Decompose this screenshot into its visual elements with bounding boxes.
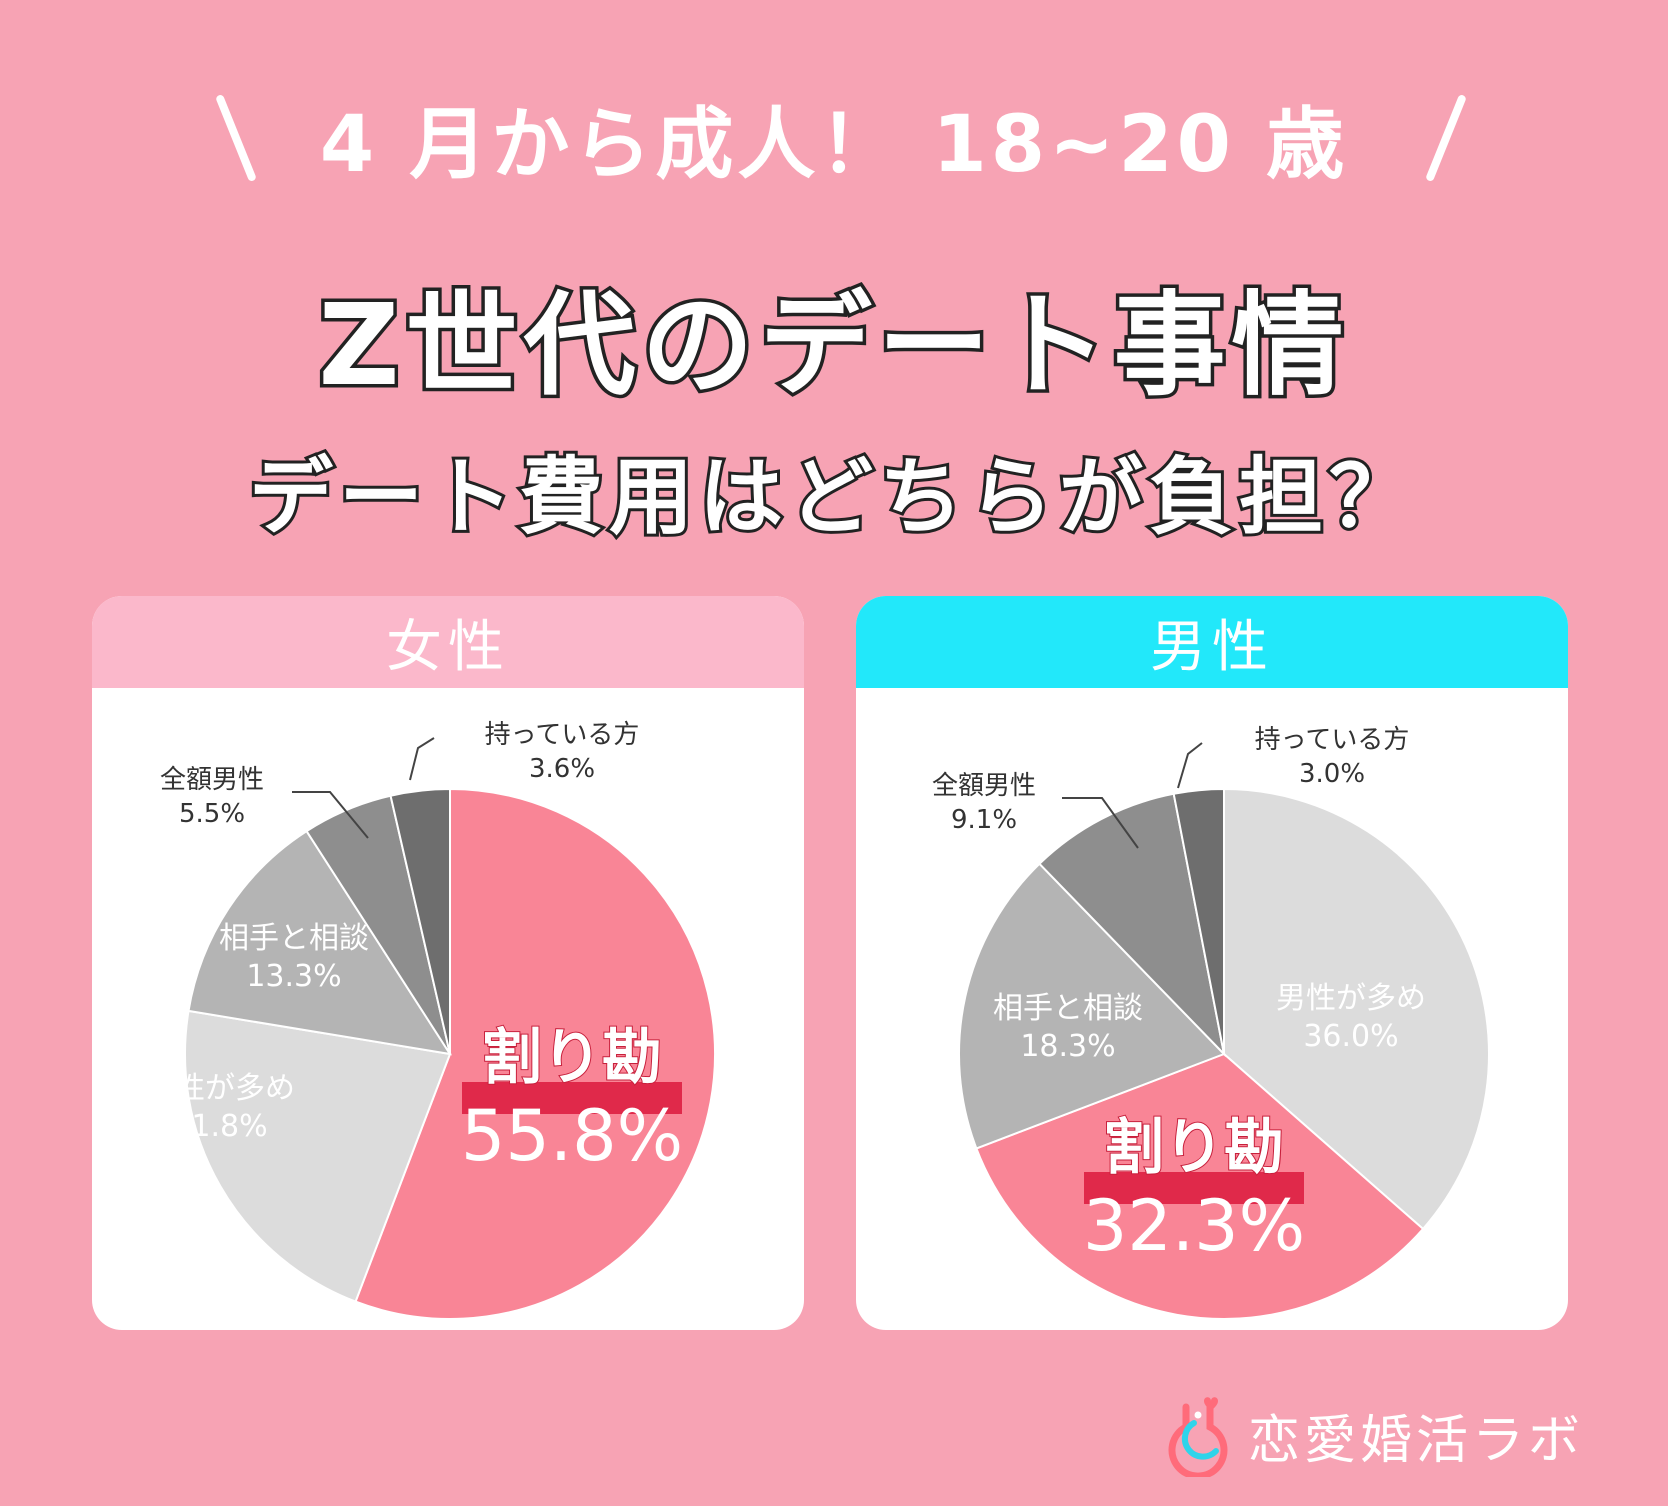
slice-label-4: 持っている方 <box>1255 725 1410 755</box>
slice-value-4: 3.6% <box>529 754 595 784</box>
slice-label-0: 男性が多め <box>1276 981 1426 1016</box>
page-title: Z世代のデート事情 <box>315 278 1350 415</box>
slice-value-1: 32.3% <box>1083 1185 1305 1267</box>
slice-label-1: 男性が多め <box>145 1071 295 1106</box>
slice-label-0: 割り勘 <box>482 1023 662 1093</box>
page-subtitle: デート費用はどちらが負担？ <box>246 445 1419 549</box>
leader-line-4 <box>1177 742 1203 789</box>
male-chart-panel: 男性 男性が多め 36.0% 割り勘 32.3% 相手と相談 18.3% 全額男性 9.1% 持… <box>856 596 1568 1330</box>
headline: 4 月から成人！ 18~20 歳 <box>319 100 1349 190</box>
leader-line-4 <box>409 737 435 781</box>
slice-label-1: 割り勘 <box>1104 1113 1284 1183</box>
label-highlight-bar <box>462 1082 682 1114</box>
slice-value-2: 18.3% <box>1020 1029 1115 1064</box>
slice-label-4: 持っている方 <box>485 720 640 750</box>
slice-label-3: 全額男性 <box>160 765 264 795</box>
pie-slice-2 <box>958 862 1226 1150</box>
slice-label-2: 相手と相談 <box>219 921 369 956</box>
slice-value-2: 13.3% <box>246 959 341 994</box>
slice-value-3: 9.1% <box>951 805 1017 835</box>
flask-heart-icon <box>1168 1397 1228 1477</box>
female-panel-title: 女性 <box>92 596 804 688</box>
label-highlight-bar <box>1084 1172 1304 1204</box>
pie-slice-4 <box>1172 787 1225 1055</box>
slice-value-3: 5.5% <box>179 799 245 829</box>
slice-value-0: 55.8% <box>461 1095 683 1177</box>
slice-value-4: 3.0% <box>1299 759 1365 789</box>
female-chart-panel: 女性 割り勘 55.8% 男性が多め 21.8% 相手と相談 13.3% 全額男性 5.5% 持… <box>92 596 804 1330</box>
slice-value-0: 36.0% <box>1303 1019 1398 1054</box>
leader-line-3 <box>292 791 369 839</box>
pie-slice-0 <box>354 787 716 1320</box>
pie-slice-3 <box>1038 792 1226 1058</box>
pie-slice-2 <box>187 829 453 1056</box>
male-panel-title: 男性 <box>856 596 1568 688</box>
pie-slice-0 <box>1223 787 1490 1231</box>
slice-label-2: 相手と相談 <box>993 991 1143 1026</box>
pie-slice-1 <box>184 1009 452 1303</box>
slice-label-3: 全額男性 <box>932 771 1036 801</box>
brand-name: 恋愛婚活ラボ <box>1248 1410 1585 1471</box>
slice-value-1: 21.8% <box>172 1109 267 1144</box>
brand-logo: 恋愛婚活ラボ <box>1160 1390 1590 1480</box>
pie-slice-4 <box>389 787 451 1055</box>
leader-line-3 <box>1062 797 1139 849</box>
